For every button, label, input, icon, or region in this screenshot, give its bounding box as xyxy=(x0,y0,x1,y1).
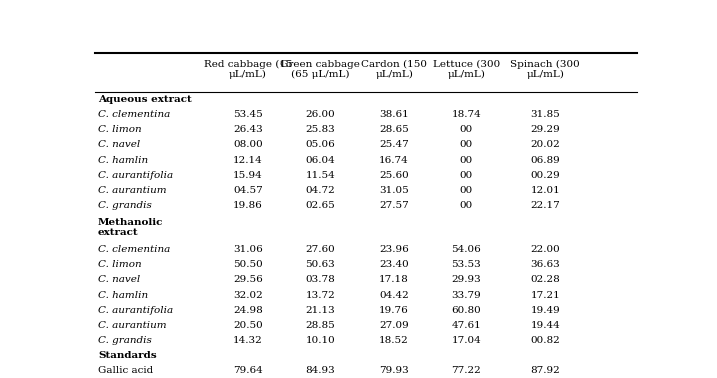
Text: 19.86: 19.86 xyxy=(233,201,263,210)
Text: 02.65: 02.65 xyxy=(305,201,335,210)
Text: 27.60: 27.60 xyxy=(305,245,335,254)
Text: 25.60: 25.60 xyxy=(379,171,409,180)
Text: Cardon (150
μL/mL): Cardon (150 μL/mL) xyxy=(361,60,427,79)
Text: 00: 00 xyxy=(460,140,473,149)
Text: 12.01: 12.01 xyxy=(531,186,560,195)
Text: 29.29: 29.29 xyxy=(531,125,560,134)
Text: 23.40: 23.40 xyxy=(379,260,409,269)
Text: 33.79: 33.79 xyxy=(452,291,481,300)
Text: 11.54: 11.54 xyxy=(305,171,335,180)
Text: 21.13: 21.13 xyxy=(305,306,335,315)
Text: 17.21: 17.21 xyxy=(531,291,560,300)
Text: 38.61: 38.61 xyxy=(379,110,409,119)
Text: Aqueous extract: Aqueous extract xyxy=(98,95,191,104)
Text: 22.17: 22.17 xyxy=(531,201,560,210)
Text: 27.09: 27.09 xyxy=(379,321,409,330)
Text: 04.57: 04.57 xyxy=(233,186,263,195)
Text: 79.64: 79.64 xyxy=(233,366,263,375)
Text: 00: 00 xyxy=(460,186,473,195)
Text: 28.85: 28.85 xyxy=(305,321,335,330)
Text: C. hamlin: C. hamlin xyxy=(98,291,148,300)
Text: 50.50: 50.50 xyxy=(233,260,263,269)
Text: 06.04: 06.04 xyxy=(305,155,335,164)
Text: C. grandis: C. grandis xyxy=(98,201,152,210)
Text: C. limon: C. limon xyxy=(98,125,141,134)
Text: 19.49: 19.49 xyxy=(531,306,560,315)
Text: C. hamlin: C. hamlin xyxy=(98,155,148,164)
Text: C. limon: C. limon xyxy=(98,260,141,269)
Text: 17.18: 17.18 xyxy=(379,276,409,285)
Text: 18.74: 18.74 xyxy=(452,110,481,119)
Text: 87.92: 87.92 xyxy=(531,366,560,375)
Text: 13.72: 13.72 xyxy=(305,291,335,300)
Text: 31.85: 31.85 xyxy=(531,110,560,119)
Text: 25.83: 25.83 xyxy=(305,125,335,134)
Text: C. clementina: C. clementina xyxy=(98,245,170,254)
Text: 05.06: 05.06 xyxy=(305,140,335,149)
Text: 53.45: 53.45 xyxy=(233,110,263,119)
Text: 06.89: 06.89 xyxy=(531,155,560,164)
Text: 15.94: 15.94 xyxy=(233,171,263,180)
Text: 25.47: 25.47 xyxy=(379,140,409,149)
Text: 04.72: 04.72 xyxy=(305,186,335,195)
Text: Lettuce (300
μL/mL): Lettuce (300 μL/mL) xyxy=(433,60,500,79)
Text: 24.98: 24.98 xyxy=(233,306,263,315)
Text: C. navel: C. navel xyxy=(98,276,141,285)
Text: C. aurantium: C. aurantium xyxy=(98,321,166,330)
Text: 00: 00 xyxy=(460,171,473,180)
Text: Methanolic
extract: Methanolic extract xyxy=(98,218,163,237)
Text: C. aurantifolia: C. aurantifolia xyxy=(98,171,173,180)
Text: 32.02: 32.02 xyxy=(233,291,263,300)
Text: C. aurantium: C. aurantium xyxy=(98,186,166,195)
Text: Green cabbage
(65 μL/mL): Green cabbage (65 μL/mL) xyxy=(280,60,360,79)
Text: 54.06: 54.06 xyxy=(452,245,481,254)
Text: 08.00: 08.00 xyxy=(233,140,263,149)
Text: 10.10: 10.10 xyxy=(305,336,335,345)
Text: C. grandis: C. grandis xyxy=(98,336,152,345)
Text: 79.93: 79.93 xyxy=(379,366,409,375)
Text: Standards: Standards xyxy=(98,351,156,360)
Text: 00: 00 xyxy=(460,155,473,164)
Text: 00: 00 xyxy=(460,201,473,210)
Text: 20.50: 20.50 xyxy=(233,321,263,330)
Text: Spinach (300
μL/mL): Spinach (300 μL/mL) xyxy=(511,59,580,79)
Text: 03.78: 03.78 xyxy=(305,276,335,285)
Text: 04.42: 04.42 xyxy=(379,291,409,300)
Text: Gallic acid: Gallic acid xyxy=(98,366,153,375)
Text: 31.06: 31.06 xyxy=(233,245,263,254)
Text: Red cabbage (15
μL/mL): Red cabbage (15 μL/mL) xyxy=(204,59,293,79)
Text: 02.28: 02.28 xyxy=(531,276,560,285)
Text: 23.96: 23.96 xyxy=(379,245,409,254)
Text: 19.44: 19.44 xyxy=(531,321,560,330)
Text: C. clementina: C. clementina xyxy=(98,110,170,119)
Text: 29.56: 29.56 xyxy=(233,276,263,285)
Text: 60.80: 60.80 xyxy=(452,306,481,315)
Text: 26.43: 26.43 xyxy=(233,125,263,134)
Text: 17.04: 17.04 xyxy=(452,336,481,345)
Text: 20.02: 20.02 xyxy=(531,140,560,149)
Text: C. aurantifolia: C. aurantifolia xyxy=(98,306,173,315)
Text: C. navel: C. navel xyxy=(98,140,141,149)
Text: 14.32: 14.32 xyxy=(233,336,263,345)
Text: 29.93: 29.93 xyxy=(452,276,481,285)
Text: 18.52: 18.52 xyxy=(379,336,409,345)
Text: 00.29: 00.29 xyxy=(531,171,560,180)
Text: 50.63: 50.63 xyxy=(305,260,335,269)
Text: 84.93: 84.93 xyxy=(305,366,335,375)
Text: 77.22: 77.22 xyxy=(452,366,481,375)
Text: 16.74: 16.74 xyxy=(379,155,409,164)
Text: 22.00: 22.00 xyxy=(531,245,560,254)
Text: 00.82: 00.82 xyxy=(531,336,560,345)
Text: 47.61: 47.61 xyxy=(452,321,481,330)
Text: 12.14: 12.14 xyxy=(233,155,263,164)
Text: 00: 00 xyxy=(460,125,473,134)
Text: 31.05: 31.05 xyxy=(379,186,409,195)
Text: 27.57: 27.57 xyxy=(379,201,409,210)
Text: 28.65: 28.65 xyxy=(379,125,409,134)
Text: 26.00: 26.00 xyxy=(305,110,335,119)
Text: 53.53: 53.53 xyxy=(452,260,481,269)
Text: 19.76: 19.76 xyxy=(379,306,409,315)
Text: 36.63: 36.63 xyxy=(531,260,560,269)
